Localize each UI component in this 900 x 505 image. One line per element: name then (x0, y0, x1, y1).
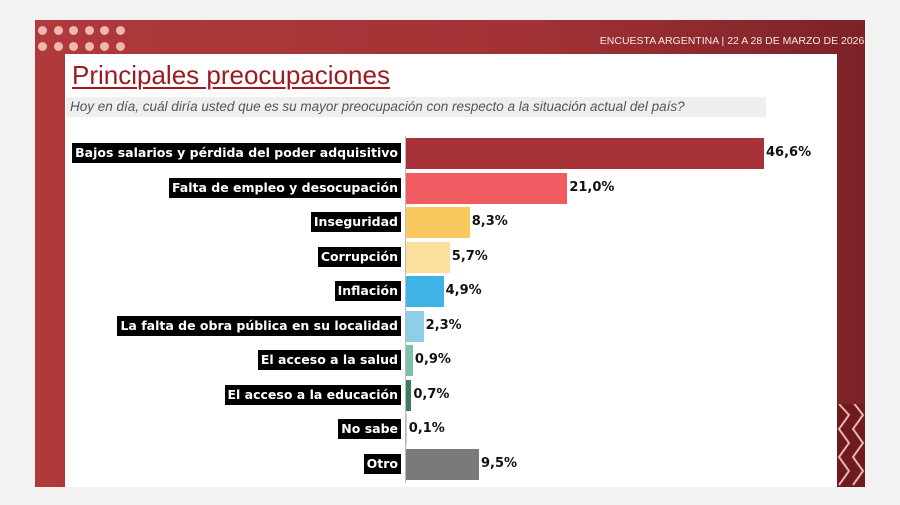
data-label: 2,3% (425, 317, 462, 333)
category-label: No sabe (338, 419, 401, 439)
bar (406, 414, 407, 445)
content-panel (65, 54, 837, 487)
category-label: Falta de empleo y desocupación (168, 177, 401, 198)
category-label: El acceso a la salud (257, 350, 401, 370)
dot (53, 26, 63, 35)
category-label: Otro (363, 453, 401, 474)
bar (406, 276, 444, 307)
survey-header: ENCUESTA ARGENTINA | 22 A 28 DE MARZO DE… (599, 35, 870, 47)
data-label: 0,1% (408, 421, 445, 436)
category-label: El acceso a la educación (224, 384, 401, 405)
dot (84, 26, 94, 35)
bar (406, 310, 424, 342)
data-label: 9,5% (480, 455, 518, 471)
dot (84, 41, 94, 51)
zigzag-decoration-icon (837, 404, 865, 487)
dot (69, 41, 78, 51)
dot (100, 26, 109, 35)
bar (406, 345, 413, 376)
dot (53, 41, 63, 51)
category-label: Corrupción (317, 246, 401, 267)
bar (406, 379, 412, 411)
dot (100, 41, 109, 51)
category-label: La falta de obra pública en su localidad (117, 315, 401, 336)
dot (38, 41, 47, 51)
data-label: 0,7% (413, 386, 450, 402)
dot (38, 26, 47, 35)
category-label: Inseguridad (310, 212, 401, 232)
category-label: Bajos salarios y pérdida del poder adqui… (72, 143, 401, 163)
bar (406, 207, 470, 238)
data-label: 0,9% (414, 352, 451, 367)
bar (406, 138, 764, 169)
chart-title: Principales preocupaciones (72, 60, 390, 90)
dot (69, 26, 78, 35)
data-label: 5,7% (451, 248, 488, 264)
chart-subtitle: Hoy en día, cuál diría usted que es su m… (66, 97, 766, 117)
dot (115, 26, 125, 35)
bar (406, 448, 479, 480)
category-axis (405, 136, 406, 483)
category-label: Inflación (334, 281, 401, 301)
data-label: 21,0% (569, 179, 615, 195)
bar (406, 241, 450, 273)
data-label: 4,9% (445, 283, 482, 298)
data-label: 8,3% (471, 214, 508, 229)
dot (115, 41, 125, 51)
bar (406, 172, 568, 204)
data-label: 46,6% (766, 145, 812, 160)
